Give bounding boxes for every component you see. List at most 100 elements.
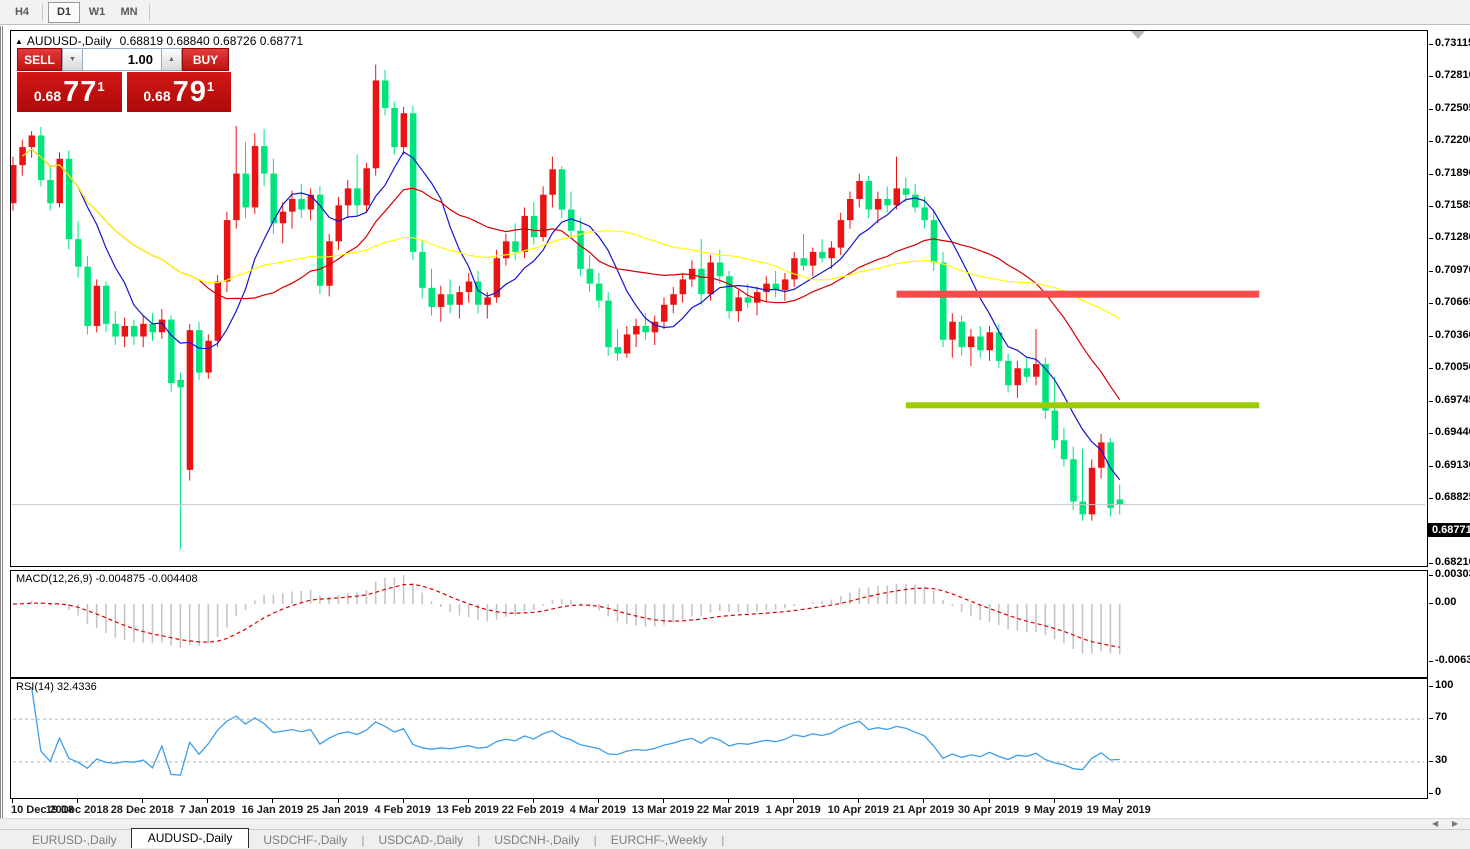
chart-ohlc-quote: 0.68819 0.68840 0.68726 0.68771 xyxy=(119,34,304,48)
chart-title: ▲ AUDUSD-,Daily 0.68819 0.68840 0.68726 0.… xyxy=(15,34,303,48)
time-axis-tick xyxy=(77,799,79,803)
time-axis-tick xyxy=(532,799,534,803)
time-axis-label: 28 Dec 2018 xyxy=(110,804,174,816)
tab-eurchf-weekly[interactable]: EURCHF-,Weekly xyxy=(610,832,708,847)
sell-price-prefix: 0.68 xyxy=(33,88,62,104)
price-axis-tick: 0.69745 xyxy=(1429,394,1470,406)
timeframe-toolbar: H4 D1 W1 MN xyxy=(0,0,1470,25)
axis-tick-mark xyxy=(1429,303,1433,305)
tab-audusd-daily[interactable]: AUDUSD-,Daily xyxy=(130,827,250,848)
chart-shift-marker-icon[interactable] xyxy=(1131,31,1145,39)
time-axis-label: 7 Jan 2019 xyxy=(179,804,236,816)
chart-tab-bar: EURUSD-,Daily AUDUSD-,Daily USDCHF-,Daily |… xyxy=(0,827,1470,849)
time-axis[interactable]: 10 Dec 2018 19 Dec 2018 28 Dec 2018 7 Jan 2… xyxy=(10,799,1428,821)
price-axis-tick: 0.73115 xyxy=(1429,37,1470,49)
axis-tick-mark xyxy=(1429,497,1433,499)
axis-tick-mark xyxy=(1429,793,1433,794)
macd-pane[interactable]: MACD(12,26,9) -0.004875 -0.004408 xyxy=(10,570,1428,678)
time-axis-tick xyxy=(142,799,144,803)
axis-tick-mark xyxy=(1429,140,1433,142)
timeframe-button-w1[interactable]: W1 xyxy=(88,6,106,18)
rsi-value: 32.4336 xyxy=(56,681,97,693)
buy-button[interactable]: BUY xyxy=(182,48,229,71)
time-axis-label: 19 May 2019 xyxy=(1086,804,1151,816)
time-axis-label: 22 Feb 2019 xyxy=(501,804,564,816)
time-axis-label: 21 Apr 2019 xyxy=(892,804,955,816)
time-axis-label: 10 Apr 2019 xyxy=(827,804,889,816)
time-axis-label: 13 Mar 2019 xyxy=(631,804,695,816)
volume-decrease-button[interactable]: ▼ xyxy=(62,48,83,71)
tab-usdchf-daily[interactable]: USDCHF-,Daily xyxy=(263,832,348,847)
axis-tick-mark xyxy=(1429,432,1433,434)
current-price-tag: 0.68771 xyxy=(1428,522,1470,537)
chart-window: ▲ AUDUSD-,Daily 0.68819 0.68840 0.68726 0.… xyxy=(0,26,1470,818)
axis-tick-mark xyxy=(1429,108,1433,110)
price-axis-tick: 0.72505 xyxy=(1429,102,1470,114)
tab-eurusd-daily[interactable]: EURUSD-,Daily xyxy=(32,832,117,847)
time-axis-tick xyxy=(207,799,209,803)
price-axis-tick: 0.68825 xyxy=(1429,491,1470,503)
rsi-pane[interactable]: RSI(14) 32.4336 xyxy=(10,678,1428,799)
timeframe-button-d1[interactable]: D1 xyxy=(48,1,80,23)
tab-usdcnh-daily[interactable]: USDCNH-,Daily xyxy=(494,832,580,847)
time-axis-tick xyxy=(858,799,860,803)
sell-price-box[interactable]: 0.68 77 1 xyxy=(17,72,122,112)
time-axis-tick xyxy=(402,799,404,803)
time-axis-tick xyxy=(337,799,339,803)
time-axis-label: 4 Feb 2019 xyxy=(374,804,431,816)
rsi-axis-tick: 0 xyxy=(1429,786,1441,798)
axis-tick-mark xyxy=(1429,173,1433,175)
axis-tick-mark xyxy=(1429,686,1433,687)
time-axis-tick xyxy=(923,799,925,803)
time-axis-label: 25 Jan 2019 xyxy=(306,804,369,816)
time-axis-label: 16 Jan 2019 xyxy=(241,804,304,816)
macd-values: -0.004875 -0.004408 xyxy=(95,573,198,585)
time-axis-label: 30 Apr 2019 xyxy=(957,804,1020,816)
tab-separator: | xyxy=(593,832,597,847)
tab-separator: | xyxy=(361,832,365,847)
toolbar-separator xyxy=(42,3,43,21)
buy-price-box[interactable]: 0.68 79 1 xyxy=(126,72,231,112)
time-axis-tick xyxy=(1118,799,1120,803)
scroll-left-icon[interactable]: ◀ xyxy=(1432,819,1439,828)
sell-price-big: 77 xyxy=(63,75,98,108)
time-axis-tick xyxy=(663,799,664,803)
price-axis-tick: 0.71585 xyxy=(1429,199,1470,211)
axis-tick-mark xyxy=(1429,368,1433,370)
main-price-pane[interactable] xyxy=(10,30,1428,567)
time-axis-tick xyxy=(793,799,795,803)
time-axis-tick xyxy=(597,799,599,803)
buy-price-prefix: 0.68 xyxy=(143,88,171,104)
time-axis-label: 19 Dec 2018 xyxy=(45,804,109,816)
time-axis-label: 13 Feb 2019 xyxy=(436,804,499,816)
rsi-label: RSI(14) 32.4336 xyxy=(16,681,97,693)
volume-increase-button[interactable]: ▲ xyxy=(161,48,182,71)
axis-tick-mark xyxy=(1429,270,1433,272)
time-axis-tick xyxy=(272,799,274,803)
axis-tick-mark xyxy=(1429,400,1433,402)
tab-separator: | xyxy=(721,832,725,847)
axis-tick-mark xyxy=(1429,335,1433,337)
timeframe-button-mn[interactable]: MN xyxy=(120,6,138,18)
sell-button[interactable]: SELL xyxy=(17,48,62,71)
axis-tick-mark xyxy=(1429,718,1433,720)
sell-price-pipette: 1 xyxy=(97,78,105,94)
horizontal-scrollbar[interactable]: ◀ ▶ xyxy=(0,818,1470,830)
time-axis-tick xyxy=(1053,799,1055,803)
chart-collapse-icon[interactable]: ▲ xyxy=(15,37,23,46)
time-axis-label: 4 Mar 2019 xyxy=(569,804,627,816)
axis-tick-mark xyxy=(1429,76,1433,78)
volume-input[interactable] xyxy=(83,48,161,71)
axis-tick-mark xyxy=(1429,661,1433,663)
time-axis-tick xyxy=(728,799,730,803)
tab-usdcad-daily[interactable]: USDCAD-,Daily xyxy=(378,832,464,847)
scroll-right-icon[interactable]: ▶ xyxy=(1452,819,1459,828)
time-axis-tick xyxy=(467,799,469,803)
timeframe-button-h4[interactable]: H4 xyxy=(14,6,30,18)
